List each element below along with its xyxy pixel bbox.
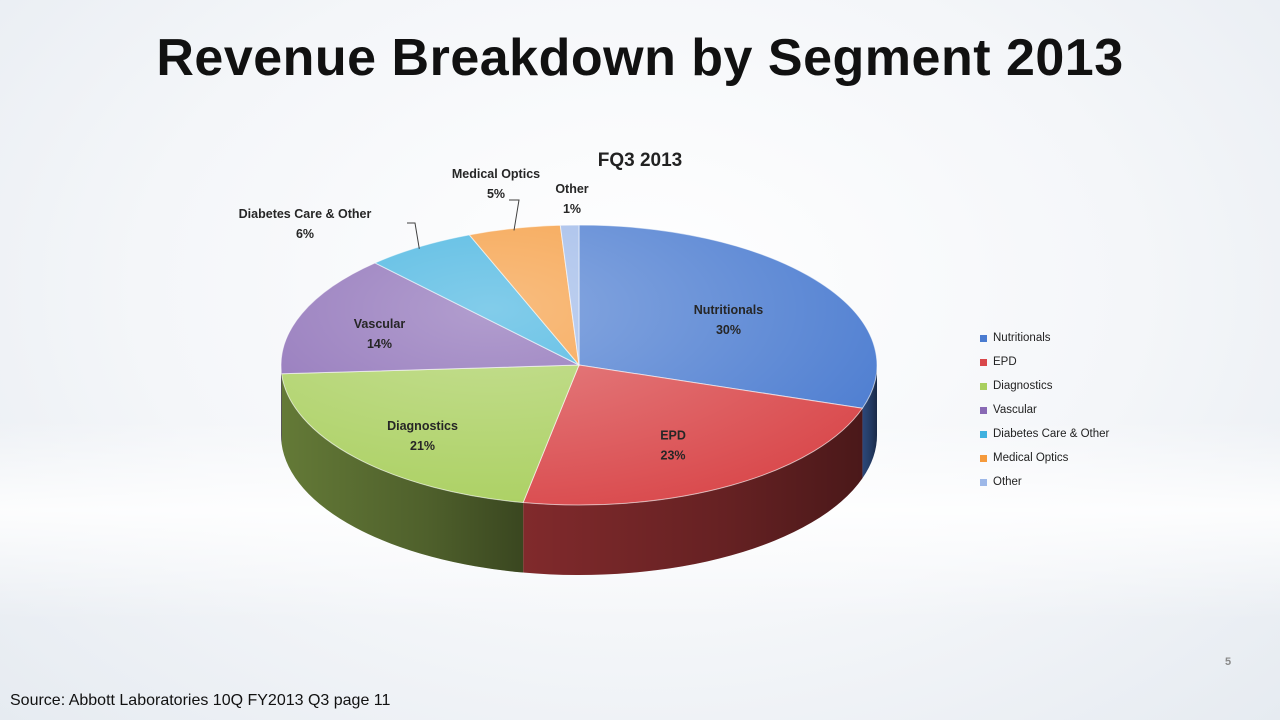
legend-item-other: Other (980, 470, 1109, 494)
legend-swatch-nutritionals (980, 334, 987, 342)
data-value-other: 1% (563, 202, 581, 216)
legend-label-medical-optics: Medical Optics (993, 452, 1069, 464)
pie-top-shine (281, 225, 877, 505)
data-value-medical-optics: 5% (487, 187, 505, 201)
legend-label-epd: EPD (993, 356, 1017, 368)
legend-swatch-medical-optics (980, 454, 987, 462)
legend-label-diagnostics: Diagnostics (993, 380, 1053, 392)
leader-line-diabetes-care-other (407, 222, 420, 249)
data-label-vascular: Vascular (354, 317, 406, 331)
source-note: Source: Abbott Laboratories 10Q FY2013 Q… (10, 692, 391, 709)
data-value-vascular: 14% (367, 337, 392, 351)
data-value-nutritionals: 30% (716, 323, 741, 337)
legend-swatch-diabetes-care-other (980, 430, 987, 438)
data-value-diagnostics: 21% (410, 439, 435, 453)
data-label-diagnostics: Diagnostics (387, 419, 458, 433)
slide-title: Revenue Breakdown by Segment 2013 (156, 29, 1124, 87)
pie-top-faces (280, 224, 878, 506)
data-value-diabetes-care-other: 6% (296, 227, 314, 241)
legend-item-epd: EPD (980, 350, 1109, 374)
legend-item-diabetes-care-other: Diabetes Care & Other (980, 422, 1109, 446)
legend-swatch-diagnostics (980, 382, 987, 390)
legend-item-medical-optics: Medical Optics (980, 446, 1109, 470)
legend-item-nutritionals: Nutritionals (980, 326, 1109, 350)
pie-side-shade-vascular (281, 365, 282, 444)
legend-swatch-epd (980, 358, 987, 366)
legend-swatch-other (980, 478, 987, 486)
pie-leader-lines (407, 199, 520, 249)
data-value-epd: 23% (661, 449, 686, 463)
legend-label-vascular: Vascular (993, 404, 1037, 416)
pie-side-shade-diagnostics (281, 373, 524, 573)
legend-swatch-vascular (980, 406, 987, 414)
data-label-other: Other (555, 182, 588, 196)
chart-legend: Nutritionals EPD Diagnostics Vascular Diabet… (980, 326, 1109, 494)
chart-title: FQ3 2013 (597, 150, 683, 171)
data-label-nutritionals: Nutritionals (694, 303, 763, 317)
data-label-epd: EPD (660, 429, 686, 443)
pie-data-labels: Nutritionals 30% EPD 23% Diagnostics 21% Vascu… (239, 167, 764, 463)
data-label-diabetes-care-other: Diabetes Care & Other (239, 207, 372, 221)
legend-label-other: Other (993, 476, 1022, 488)
data-label-medical-optics: Medical Optics (452, 167, 540, 181)
leader-line-medical-optics (509, 199, 520, 231)
legend-label-diabetes-care-other: Diabetes Care & Other (993, 428, 1110, 440)
legend-item-vascular: Vascular (980, 398, 1109, 422)
pie-side-shade-nutritionals (862, 365, 877, 479)
pie-side-walls (281, 365, 877, 575)
pie-side-shade-epd (523, 408, 863, 575)
legend-item-diagnostics: Diagnostics (980, 374, 1109, 398)
legend-label-nutritionals: Nutritionals (993, 332, 1051, 344)
page-number: 5 (1225, 656, 1232, 668)
